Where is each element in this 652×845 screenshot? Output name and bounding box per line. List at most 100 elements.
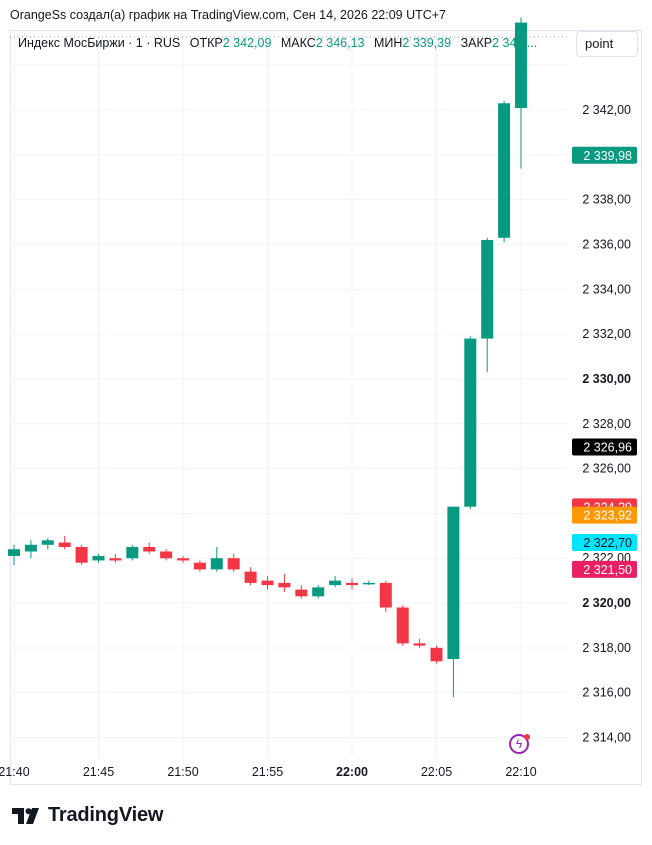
candle-body — [346, 582, 358, 586]
candle-body — [109, 558, 122, 561]
price-tick-label: 2 336,00 — [582, 237, 631, 251]
candle-body — [177, 558, 189, 561]
candle — [160, 549, 173, 561]
candle — [24, 540, 37, 559]
candle — [396, 605, 409, 646]
candle-body — [193, 562, 206, 570]
candle — [498, 101, 511, 243]
candles — [8, 17, 527, 698]
close-label: ЗАКР — [460, 36, 493, 50]
candle-body — [160, 551, 173, 559]
open-label: ОТКР — [189, 36, 223, 50]
time-tick-label: 22:10 — [505, 765, 536, 779]
price-marker-box — [572, 560, 637, 578]
candle-body — [464, 338, 477, 507]
price-tick-label: 2 314,00 — [582, 731, 631, 745]
candle — [210, 547, 223, 572]
candle — [58, 535, 71, 550]
candle-body — [295, 589, 308, 597]
price-tick-label: 2 332,00 — [582, 327, 631, 341]
candle — [227, 553, 240, 572]
candle-body — [227, 558, 240, 570]
price-marker-label: 2 323,92 — [583, 509, 632, 523]
low-value: 2 339,39 — [402, 36, 452, 50]
candle-body — [143, 547, 156, 552]
low-label: МИН — [373, 36, 403, 50]
candle — [41, 538, 54, 550]
candle-body — [244, 571, 257, 583]
price-tick-label: 2 330,00 — [582, 372, 631, 386]
price-marker-box — [572, 438, 637, 456]
candle-body — [481, 239, 494, 339]
candle — [92, 553, 105, 563]
lightning-icon[interactable]: ϟ — [509, 734, 529, 754]
candle-body — [92, 555, 105, 561]
candle — [143, 542, 156, 554]
candle — [447, 506, 460, 698]
brand-name: TradingView — [48, 804, 164, 826]
scale-mode-button[interactable]: point — [576, 31, 638, 57]
candle — [346, 578, 358, 590]
candle-body — [498, 103, 511, 238]
candle-body — [24, 544, 37, 552]
candle — [312, 585, 325, 599]
price-marker-box — [572, 146, 637, 164]
time-tick-label: 22:00 — [336, 765, 368, 779]
candle — [413, 638, 426, 648]
price-tick-label: 2 316,00 — [582, 686, 631, 700]
candle — [193, 560, 206, 572]
time-tick-label: 21:45 — [83, 765, 114, 779]
price-tick-label: 2 328,00 — [582, 417, 631, 431]
price-tick-label: 2 318,00 — [582, 641, 631, 655]
price-tick-label: 2 342,00 — [582, 103, 631, 117]
candle — [295, 585, 308, 599]
candle — [177, 555, 189, 563]
price-marker: 2 326,96 — [572, 438, 637, 456]
candle-body — [75, 547, 88, 563]
tradingview-logo-icon — [12, 807, 39, 824]
candle-body — [210, 558, 223, 570]
price-marker: 2 323,92 — [572, 506, 637, 524]
candle-body — [8, 549, 20, 556]
price-marker-label: 2 322,70 — [583, 536, 632, 550]
candle — [430, 645, 443, 664]
candle-body — [329, 580, 342, 586]
open-value: 2 342,09 — [222, 36, 272, 50]
candle — [362, 580, 375, 586]
candle-body — [430, 647, 443, 662]
price-marker: 2 322,70 — [572, 534, 637, 552]
chart-grid — [10, 31, 568, 758]
candle-body — [261, 580, 274, 586]
candle-body — [379, 582, 392, 608]
time-axis: 21:40 21:45 21:50 21:55 22:00 22:05 22:10 — [0, 765, 537, 779]
price-marker: 2 339,98 — [572, 146, 637, 164]
tradingview-logo[interactable]: TradingView — [12, 804, 163, 827]
candle — [109, 553, 122, 563]
candle — [464, 336, 477, 509]
candle — [75, 544, 88, 565]
candle — [261, 576, 274, 590]
time-tick-label: 21:40 — [0, 765, 30, 779]
high-value: 2 346,13 — [315, 36, 365, 50]
candle — [126, 544, 139, 561]
price-marker-label: 2 321,50 — [583, 563, 632, 577]
ohlc-legend: Индекс МосБиржи · 1 · RUS ОТКР2 342,09 М… — [18, 36, 537, 50]
notification-dot — [524, 734, 530, 740]
candle-body — [396, 607, 409, 644]
chart-frame — [10, 30, 642, 785]
price-tick-label: 2 320,00 — [582, 596, 631, 610]
candle-body — [278, 582, 291, 588]
price-marker-label: 2 339,98 — [583, 149, 632, 163]
candle-body — [41, 540, 54, 545]
price-tick-label: 2 326,00 — [582, 462, 631, 476]
time-tick-label: 21:50 — [167, 765, 198, 779]
price-marker-label: 2 326,96 — [583, 441, 632, 455]
high-label: МАКС — [280, 36, 316, 50]
time-tick-label: 21:55 — [252, 765, 283, 779]
candle — [244, 567, 257, 586]
price-tick-label: 2 338,00 — [582, 193, 631, 207]
candle — [515, 17, 527, 169]
candle — [481, 237, 494, 373]
candle-body — [515, 22, 527, 108]
